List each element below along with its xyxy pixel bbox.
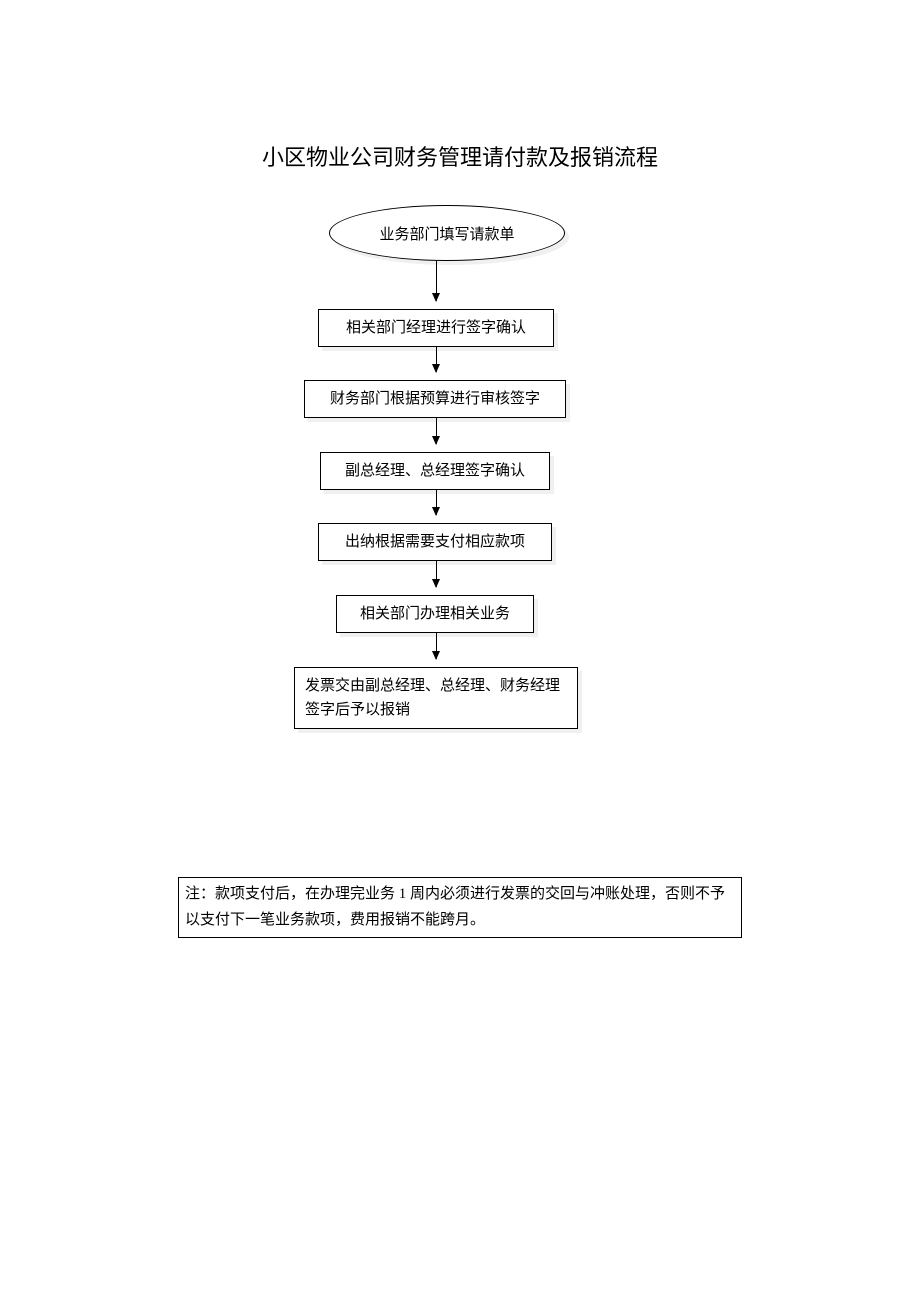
node-label: 相关部门经理进行签字确认	[346, 316, 526, 340]
node-label: 发票交由副总经理、总经理、财务经理签字后予以报销	[305, 674, 567, 722]
node-label: 财务部门根据预算进行审核签字	[330, 387, 540, 411]
flowchart-arrow	[436, 347, 437, 372]
flowchart-container: 业务部门填写请款单相关部门经理进行签字确认财务部门根据预算进行审核签字副总经理、…	[0, 205, 920, 825]
note-box: 注：款项支付后，在办理完业务 1 周内必须进行发票的交回与冲账处理，否则不予以支…	[178, 877, 742, 938]
node-label: 相关部门办理相关业务	[360, 602, 510, 626]
flowchart-node-n0: 业务部门填写请款单	[329, 205, 565, 261]
flowchart-arrow	[436, 633, 437, 659]
flowchart-node-n1: 相关部门经理进行签字确认	[318, 309, 554, 347]
node-label: 出纳根据需要支付相应款项	[345, 530, 525, 554]
flowchart-node-n6: 发票交由副总经理、总经理、财务经理签字后予以报销	[294, 667, 578, 729]
flowchart-node-n4: 出纳根据需要支付相应款项	[318, 523, 552, 561]
flowchart-arrow	[436, 418, 437, 444]
flowchart-node-n5: 相关部门办理相关业务	[336, 595, 534, 633]
note-text: 注：款项支付后，在办理完业务 1 周内必须进行发票的交回与冲账处理，否则不予以支…	[185, 886, 725, 928]
node-label: 业务部门填写请款单	[379, 223, 514, 244]
page-title: 小区物业公司财务管理请付款及报销流程	[0, 140, 920, 172]
flowchart-arrow	[436, 261, 437, 301]
flowchart-arrow	[436, 561, 437, 587]
flowchart-node-n3: 副总经理、总经理签字确认	[320, 452, 550, 490]
flowchart-arrow	[436, 490, 437, 515]
node-label: 副总经理、总经理签字确认	[345, 459, 525, 483]
flowchart-node-n2: 财务部门根据预算进行审核签字	[304, 380, 566, 418]
